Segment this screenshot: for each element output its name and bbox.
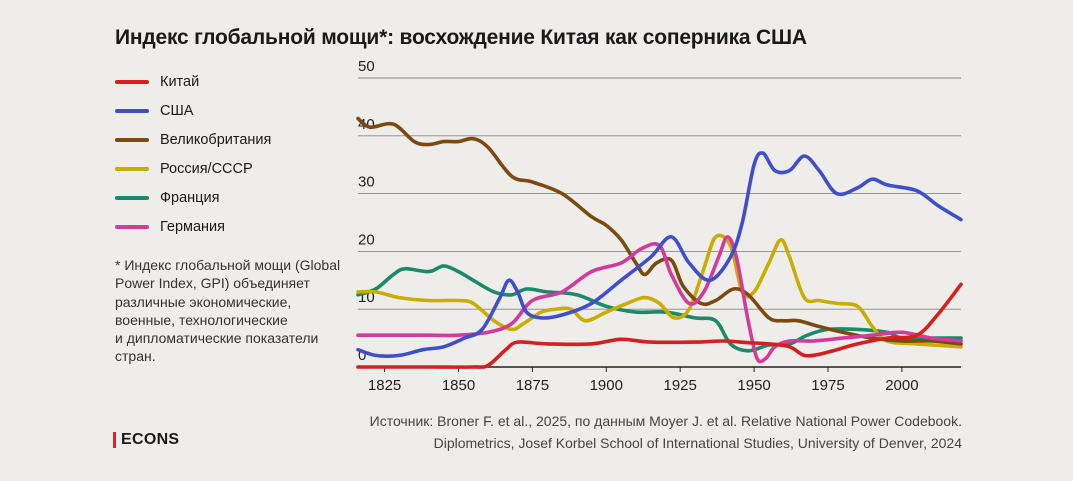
legend-label-usa: США [160,103,194,119]
x-tick-label: 1900 [590,377,623,394]
series-line-china [356,282,963,369]
y-tick-label: 30 [358,174,375,191]
series-line-russia [356,233,963,349]
legend-label-china: Китай [160,74,200,90]
x-tick-label: 1975 [811,377,844,394]
legend-item-uk[interactable]: Великобритания [115,130,335,150]
brand-bar-icon [113,432,116,448]
series-line-germany [356,235,963,364]
legend-swatch-usa [115,109,149,113]
source-line-1: Источник: Broner F. et al., 2025, по дан… [369,413,962,429]
legend-swatch-china [115,80,149,84]
legend-item-china[interactable]: Китай [115,72,335,92]
legend-label-uk: Великобритания [160,132,272,148]
y-tick-label: 50 [358,60,375,75]
legend-item-france[interactable]: Франция [115,188,335,208]
x-tick-label: 1825 [368,377,401,394]
legend-label-germany: Германия [160,219,226,235]
legend-label-france: Франция [160,190,220,206]
legend-item-germany[interactable]: Германия [115,217,335,237]
y-tick-label: 0 [358,347,366,364]
legend-item-russia[interactable]: Россия/СССР [115,159,335,179]
source-note: Источник: Broner F. et al., 2025, по дан… [370,410,962,454]
x-tick-label: 1875 [516,377,549,394]
legend-swatch-germany [115,225,149,229]
brand-name: ECONS [121,431,180,448]
footnote: * Индекс глобальной мощи (Global Power I… [115,257,341,365]
legend-swatch-uk [115,138,149,142]
x-tick-label: 2000 [885,377,918,394]
legend-label-russia: Россия/СССР [160,161,253,177]
x-tick-label: 1850 [442,377,475,394]
series-line-france [356,264,963,353]
x-axis-ticks: 1825 1850 1875 1900 1925 1950 1975 2000 [368,367,919,394]
source-line-2: Diplometrics, Josef Korbel School of Int… [433,435,962,451]
brand-logo: ECONS [113,431,179,449]
x-tick-label: 1950 [737,377,770,394]
legend-item-usa[interactable]: США [115,101,335,121]
series-line-uk [356,116,963,346]
series-lines [356,116,963,369]
chart-title: Индекс глобальной мощи*: восхождение Кит… [115,26,807,49]
y-tick-label: 20 [358,231,375,248]
series-line-usa [356,151,963,358]
x-tick-label: 1925 [664,377,697,394]
legend-swatch-france [115,196,149,200]
legend-swatch-russia [115,167,149,171]
